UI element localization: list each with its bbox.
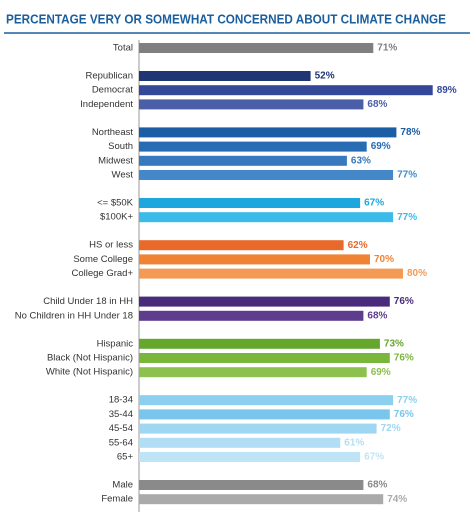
bar bbox=[139, 71, 311, 81]
category-label: HS or less bbox=[89, 240, 133, 251]
chart-title: PERCENTAGE VERY OR SOMEWHAT CONCERNED AB… bbox=[6, 12, 446, 26]
bar bbox=[139, 437, 341, 448]
value-label: 52% bbox=[315, 71, 335, 82]
value-label: 76% bbox=[394, 409, 414, 420]
category-label: <= $50K bbox=[97, 198, 134, 209]
value-label: 61% bbox=[344, 437, 364, 448]
bar bbox=[139, 409, 390, 420]
value-label: 89% bbox=[437, 85, 457, 96]
category-label: South bbox=[108, 141, 133, 152]
value-label: 77% bbox=[397, 170, 417, 181]
bar bbox=[139, 155, 347, 166]
value-label: 80% bbox=[407, 268, 427, 279]
bar bbox=[139, 85, 433, 96]
bar bbox=[139, 338, 380, 349]
category-label: Black (Not Hispanic) bbox=[47, 353, 133, 364]
value-label: 76% bbox=[394, 353, 414, 364]
bar bbox=[139, 452, 361, 462]
bar bbox=[139, 43, 374, 53]
bar bbox=[139, 310, 364, 321]
value-label: 68% bbox=[367, 99, 387, 110]
bar bbox=[139, 170, 394, 180]
value-label: 67% bbox=[364, 452, 384, 463]
category-label: 35-44 bbox=[109, 409, 133, 420]
category-label: Male bbox=[112, 480, 133, 491]
category-label: $100K+ bbox=[100, 212, 133, 223]
category-label: Republican bbox=[85, 71, 133, 82]
value-label: 74% bbox=[387, 494, 407, 505]
category-label: Independent bbox=[80, 99, 133, 110]
category-label: White (Not Hispanic) bbox=[46, 367, 133, 378]
value-label: 68% bbox=[367, 310, 387, 321]
category-label: Hispanic bbox=[97, 338, 134, 349]
category-label: Democrat bbox=[92, 85, 134, 96]
bar bbox=[139, 353, 390, 363]
bar bbox=[139, 240, 344, 251]
bar bbox=[139, 198, 361, 208]
category-label: 45-54 bbox=[109, 423, 133, 434]
value-label: 71% bbox=[377, 43, 397, 54]
category-label: West bbox=[112, 170, 134, 181]
category-label: Child Under 18 in HH bbox=[43, 296, 133, 307]
category-label: College Grad+ bbox=[71, 268, 133, 279]
value-label: 77% bbox=[397, 395, 417, 406]
bar bbox=[139, 423, 377, 434]
value-label: 77% bbox=[397, 212, 417, 223]
bar bbox=[139, 480, 364, 490]
value-label: 69% bbox=[371, 367, 391, 378]
bar bbox=[139, 395, 394, 406]
category-label: Female bbox=[101, 494, 133, 505]
value-label: 69% bbox=[371, 141, 391, 152]
bar bbox=[139, 268, 403, 279]
value-label: 78% bbox=[400, 127, 420, 138]
value-label: 76% bbox=[394, 296, 414, 307]
category-label: Northeast bbox=[92, 127, 134, 138]
bar bbox=[139, 494, 384, 505]
category-label: 18-34 bbox=[109, 395, 133, 406]
category-label: Some College bbox=[73, 254, 133, 265]
bar bbox=[139, 367, 367, 378]
category-label: Midwest bbox=[98, 155, 133, 166]
category-label: Total bbox=[113, 43, 133, 54]
value-label: 72% bbox=[381, 423, 401, 434]
category-label: 65+ bbox=[117, 452, 134, 463]
bar bbox=[139, 254, 370, 265]
bar bbox=[139, 141, 367, 152]
bar bbox=[139, 127, 397, 138]
bar bbox=[139, 212, 394, 223]
value-label: 63% bbox=[351, 155, 371, 166]
value-label: 62% bbox=[348, 240, 368, 251]
value-label: 73% bbox=[384, 338, 404, 349]
bar bbox=[139, 99, 364, 110]
category-label: No Children in HH Under 18 bbox=[15, 310, 133, 321]
value-label: 68% bbox=[367, 480, 387, 491]
value-label: 70% bbox=[374, 254, 394, 265]
category-label: 55-64 bbox=[109, 437, 133, 448]
value-label: 67% bbox=[364, 198, 384, 209]
bar bbox=[139, 296, 390, 307]
